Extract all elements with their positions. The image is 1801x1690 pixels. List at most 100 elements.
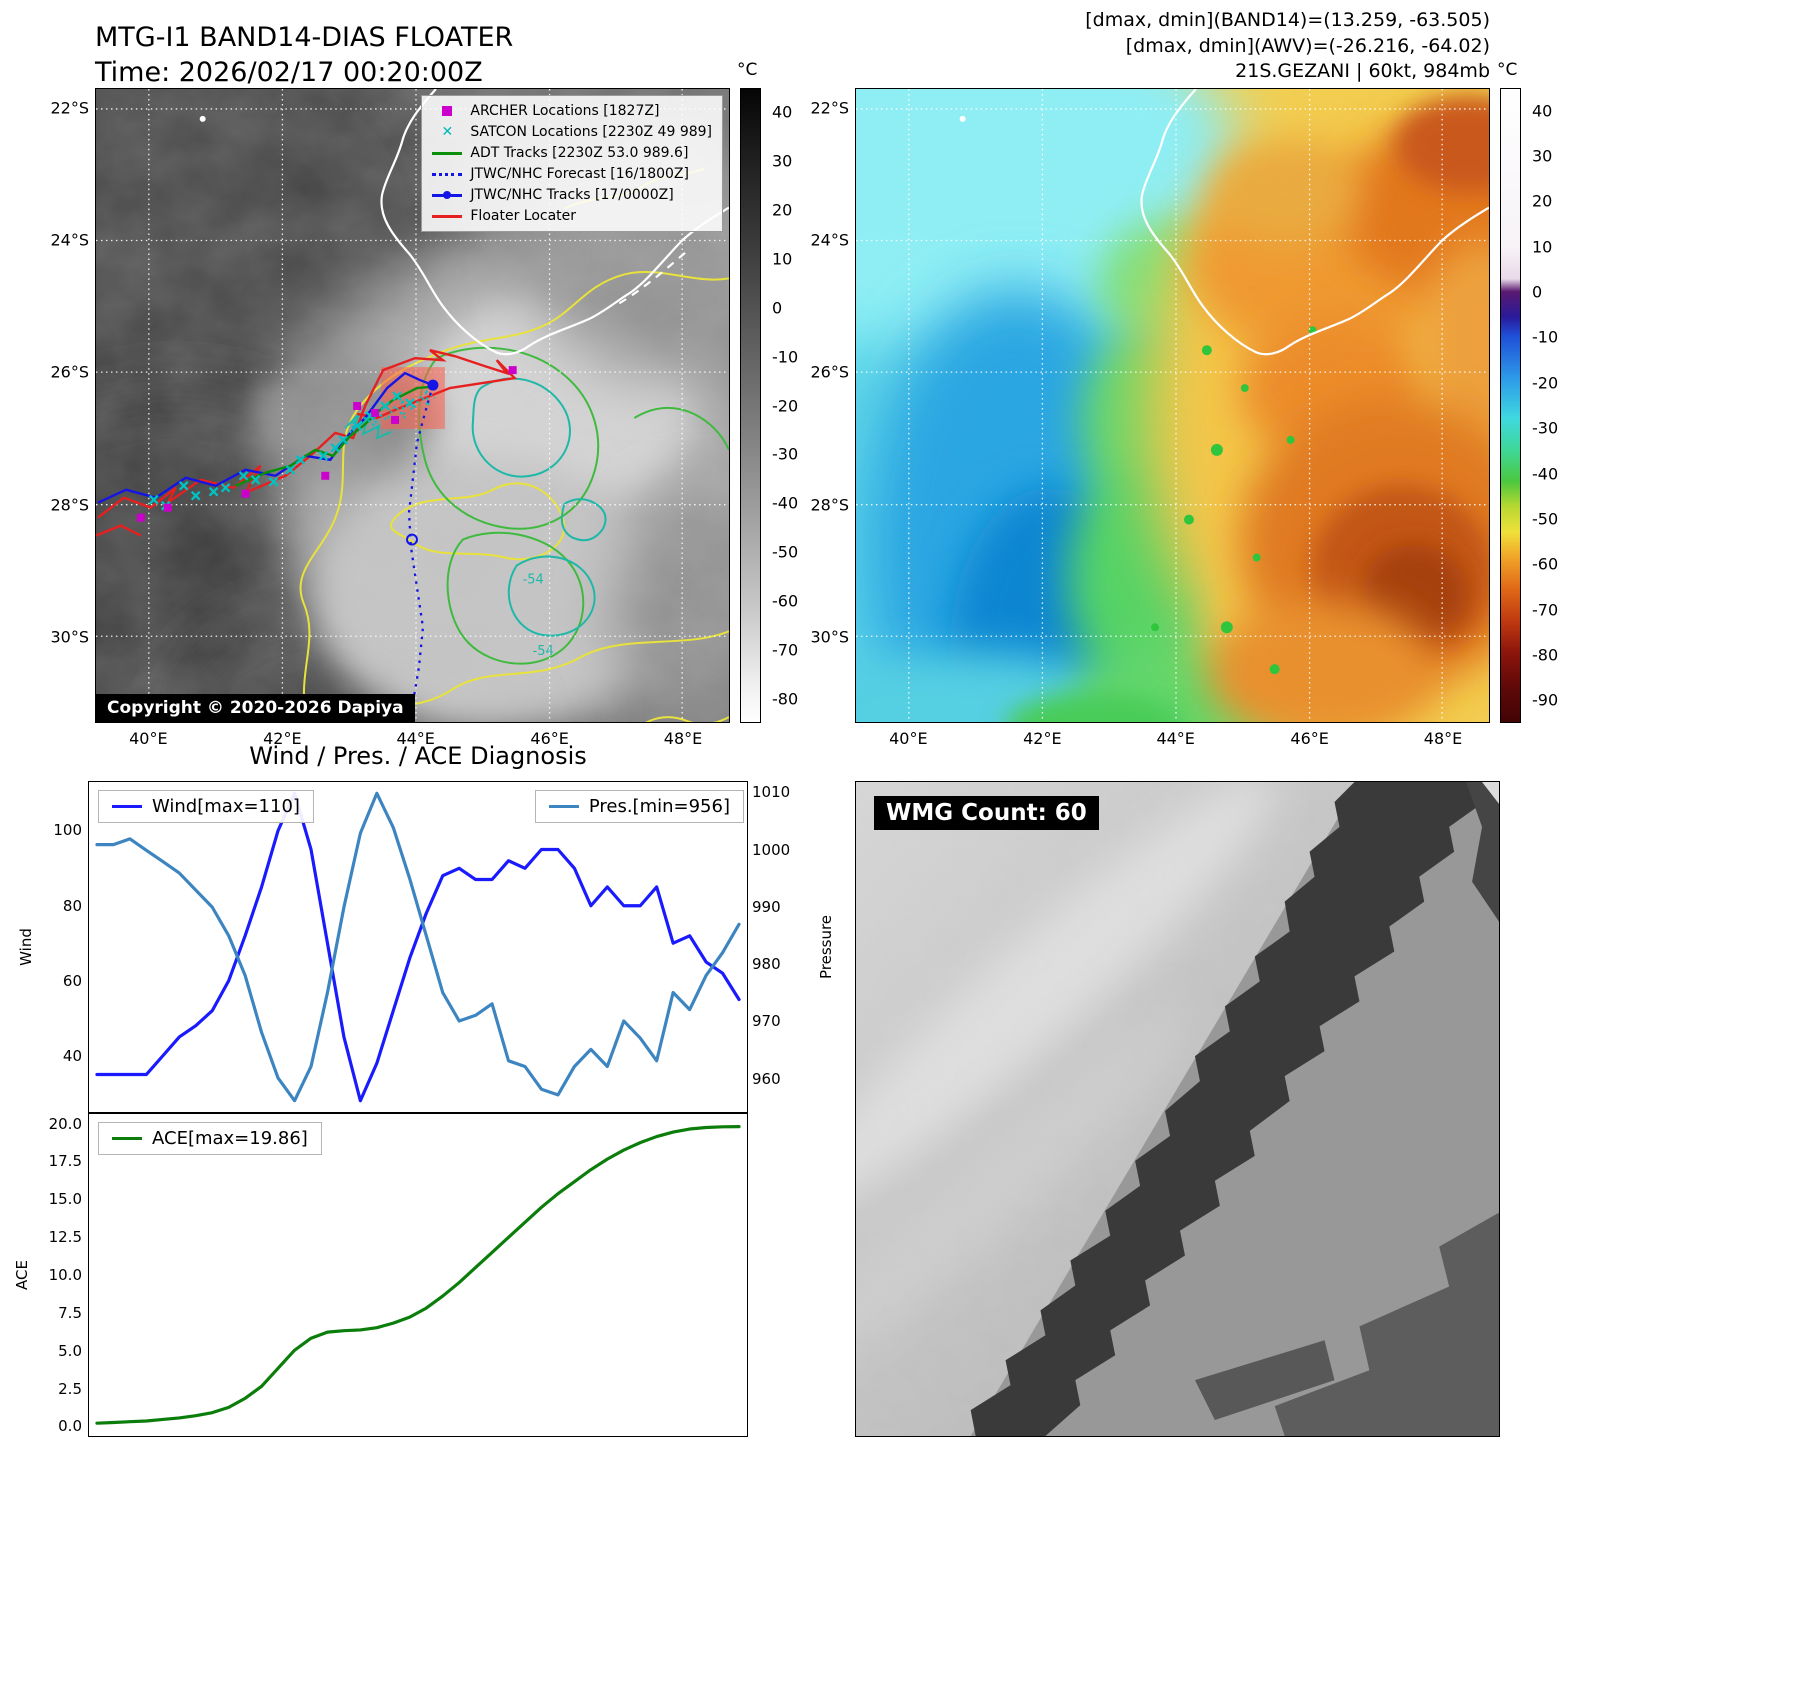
tick-label: 970 <box>752 1012 781 1031</box>
tick-label: 0 <box>772 298 783 318</box>
wind-axis-label: Wind <box>17 928 35 966</box>
legend-label: JTWC/NHC Forecast [16/1800Z] <box>470 166 689 182</box>
legend-label: JTWC/NHC Tracks [17/0000Z] <box>470 187 674 203</box>
tick-label: 0.0 <box>58 1417 82 1436</box>
tick-label: 30 <box>1532 146 1553 166</box>
cold-contours-teal <box>346 377 607 637</box>
x-marker-icon: ✕ <box>441 124 454 140</box>
band14-colorbar-ticks: 40 30 20 10 0 -10 -20 -30 -40 -50 -60 -70 -80 <box>766 88 812 723</box>
tick-label: 24°S <box>50 230 89 250</box>
pres-legend: Pres.[min=956] <box>534 790 744 823</box>
copyright-badge: Copyright © 2020-2026 Dapiya <box>96 694 415 722</box>
tick-label: 48°E <box>663 729 703 748</box>
pres-legend-label: Pres.[min=956] <box>588 796 730 817</box>
awv-lon-ticks: 40°E 42°E 44°E 46°E 48°E <box>855 729 1490 751</box>
tick-label: 2.5 <box>58 1379 82 1398</box>
tick-label: -30 <box>1532 418 1559 438</box>
storm-id-intensity: 21S.GEZANI | 60kt, 984mb <box>1235 60 1490 83</box>
tick-label: 44°E <box>1156 729 1195 748</box>
tick-label: 17.5 <box>48 1152 82 1171</box>
tick-label: -40 <box>1532 464 1559 484</box>
legend-label: ARCHER Locations [1827Z] <box>470 103 660 119</box>
wind-pres-plot <box>95 791 741 1103</box>
tick-label: 15.0 <box>48 1190 82 1209</box>
band14-lon-ticks: 40°E 42°E 44°E 46°E 48°E <box>95 729 730 751</box>
tick-label: -20 <box>1532 373 1559 393</box>
ace-line-icon <box>112 1137 142 1140</box>
tick-label: 46°E <box>1290 729 1329 748</box>
band14-map: -54 -54 ARCHER Locations [1827Z] ✕ SATCON … <box>95 88 730 723</box>
tick-label: 26°S <box>810 362 849 382</box>
current-position-marker <box>427 379 439 391</box>
archer-markers <box>136 366 517 522</box>
tick-label: 26°S <box>50 362 89 382</box>
tick-label: 46°E <box>530 729 569 748</box>
legend-item: JTWC/NHC Tracks [17/0000Z] <box>432 187 712 203</box>
tick-label: 10 <box>772 249 793 269</box>
diagnosis-title: Wind / Pres. / ACE Diagnosis <box>249 742 587 770</box>
legend-label: ADT Tracks [2230Z 53.0 989.6] <box>470 145 689 161</box>
tick-label: 990 <box>752 897 781 916</box>
awv-map <box>855 88 1490 723</box>
wmg-image <box>856 782 1499 1436</box>
wmg-dark-corner <box>1274 1212 1499 1436</box>
tick-label: 30°S <box>810 627 849 647</box>
coastline <box>1140 89 1489 356</box>
line-marker-icon <box>432 209 462 223</box>
tick-label: 40°E <box>129 729 168 748</box>
ace-legend: ACE[max=19.86] <box>98 1122 322 1155</box>
tick-label: 980 <box>752 955 781 974</box>
tick-label: -60 <box>1532 554 1559 574</box>
awv-lat-ticks: 22°S 24°S 26°S 28°S 30°S <box>797 88 849 723</box>
tick-label: 12.5 <box>48 1228 82 1247</box>
tick-label: -70 <box>772 640 799 660</box>
ace-plot <box>95 1125 741 1425</box>
tick-label: 28°S <box>50 495 89 515</box>
tick-label: 40 <box>1532 101 1553 121</box>
tick-label: 42°E <box>263 729 302 748</box>
wind-legend-label: Wind[max=110] <box>152 796 300 817</box>
legend-item: Floater Locater <box>432 208 712 224</box>
awv-colorbar-unit: °C <box>1497 60 1518 80</box>
wmg-panel: WMG Count: 60 <box>855 781 1500 1437</box>
legend-item: JTWC/NHC Forecast [16/1800Z] <box>432 166 712 182</box>
tick-label: 24°S <box>810 230 849 250</box>
dotted-marker-icon <box>432 167 462 181</box>
tick-label: 28°S <box>810 495 849 515</box>
tick-label: 20 <box>772 200 793 220</box>
tick-label: -60 <box>772 591 799 611</box>
tick-label: 30°S <box>50 627 89 647</box>
tick-label: 960 <box>752 1069 781 1088</box>
tick-label: 40 <box>772 102 793 122</box>
pres-yticks: 960 970 980 990 1000 1010 <box>752 781 800 1113</box>
tick-label: 0 <box>1532 282 1543 302</box>
pressure-axis-label: Pressure <box>817 914 835 980</box>
band14-colorbar <box>740 88 761 723</box>
tick-label: -20 <box>772 396 799 415</box>
contour-label: -54 <box>523 572 544 587</box>
pres-line <box>95 791 741 1103</box>
tick-label: 44°E <box>396 729 435 748</box>
dmax-dmin-awv: [dmax, dmin](AWV)=(-26.216, -64.02) <box>1125 34 1490 57</box>
legend-item: ✕ SATCON Locations [2230Z 49 989] <box>432 124 713 140</box>
tick-label: -10 <box>1532 327 1559 347</box>
tick-label: 42°E <box>1023 729 1062 748</box>
tick-label: 100 <box>53 821 82 840</box>
tick-label: 5.0 <box>58 1341 82 1360</box>
awv-colorbar-ticks: 40 30 20 10 0 -10 -20 -30 -40 -50 -60 -70 -80 -90 <box>1526 88 1572 723</box>
ace-chart <box>88 1113 748 1437</box>
tick-label: -80 <box>772 689 799 709</box>
tick-label: 22°S <box>50 98 89 118</box>
tick-label: 30 <box>772 151 793 171</box>
band14-lat-ticks: 22°S 24°S 26°S 28°S 30°S <box>37 88 89 723</box>
dmax-dmin-band14: [dmax, dmin](BAND14)=(13.259, -63.505) <box>1085 9 1490 31</box>
ace-line <box>95 1125 741 1425</box>
tick-label: 40 <box>62 1047 82 1066</box>
legend-label: SATCON Locations [2230Z 49 989] <box>470 124 712 140</box>
tick-label: -40 <box>772 493 799 513</box>
wind-pres-chart <box>88 781 748 1113</box>
band14-colorbar-unit: °C <box>737 60 758 80</box>
tick-label: 7.5 <box>58 1303 82 1322</box>
storm-info-block: [dmax, dmin](BAND14)=(13.259, -63.505) [… <box>950 8 1490 85</box>
square-marker-icon <box>432 104 462 118</box>
